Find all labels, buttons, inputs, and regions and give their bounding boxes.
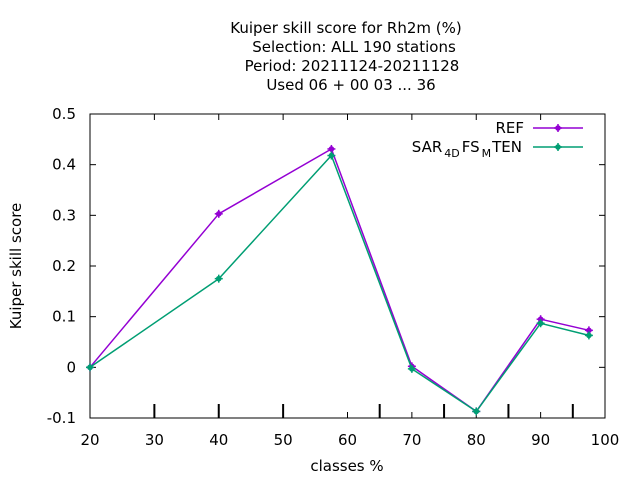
plot-frame [89, 113, 606, 419]
legend-swatches [533, 124, 583, 151]
x-tick-label: 60 [338, 431, 357, 449]
x-tick-label: 40 [209, 431, 228, 449]
legend-label-sar: SAR 4D FS MTEN [412, 138, 522, 160]
x-tick-label: 70 [402, 431, 421, 449]
x-tick-label: 30 [145, 431, 164, 449]
title-line-3: Period: 20211124-20211128 [245, 57, 460, 75]
data-point [214, 209, 223, 218]
legend-label-sar-part3: FS [462, 138, 480, 156]
chart-title: Kuiper skill score for Rh2m (%) Selectio… [230, 19, 462, 94]
data-point [214, 274, 223, 283]
title-line-4: Used 06 + 00 03 ... 36 [266, 76, 435, 94]
x-axis-label: classes % [310, 457, 383, 475]
series-group [86, 144, 593, 416]
legend-label-sar-part2: 4D [444, 147, 459, 160]
y-tick-label: 0.5 [52, 105, 76, 123]
y-tick-label: 0 [66, 358, 76, 376]
data-point [472, 407, 481, 416]
data-point [584, 326, 593, 335]
data-point [327, 151, 336, 160]
x-tick-label: 20 [80, 431, 99, 449]
series-line-1 [89, 154, 590, 413]
x-tick-label: 100 [591, 431, 620, 449]
y-axis-label: Kuiper skill score [7, 203, 25, 330]
data-point [554, 124, 562, 132]
data-point [584, 331, 593, 340]
x-tick-label: 80 [467, 431, 486, 449]
title-line-2: Selection: ALL 190 stations [252, 38, 456, 56]
title-line-1: Kuiper skill score for Rh2m (%) [230, 19, 462, 37]
y-tick-label: 0.4 [52, 156, 76, 174]
y-tick-label: 0.1 [52, 308, 76, 326]
x-tick-label: 50 [274, 431, 293, 449]
legend-label-sar-part5: TEN [491, 138, 522, 156]
y-tick-label: -0.1 [47, 409, 76, 427]
legend-label-sar-part1: SAR [412, 138, 442, 156]
data-point [554, 143, 562, 151]
data-point [407, 364, 416, 373]
y-tick-label: 0.3 [52, 206, 76, 224]
y-tick-label: 0.2 [52, 257, 76, 275]
legend: REF SAR 4D FS MTEN [412, 119, 583, 160]
data-point [536, 319, 545, 328]
data-point [86, 363, 94, 372]
legend-label-sar-part4: M [482, 147, 492, 160]
axis-ticks: 20 30 40 50 60 70 80 90 100 -0.1 0 0.1 0.2 0.3 0.4 0.5 [47, 105, 620, 449]
class-markers [153, 404, 574, 418]
x-tick-label: 90 [531, 431, 550, 449]
legend-label-ref: REF [495, 119, 524, 137]
series-line-0 [89, 148, 590, 413]
